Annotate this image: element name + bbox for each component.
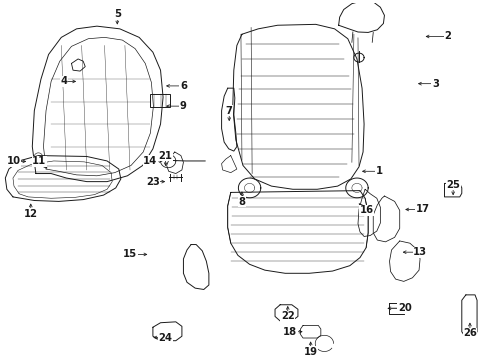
Text: 5: 5 xyxy=(114,9,121,19)
Text: 9: 9 xyxy=(180,101,186,111)
Text: 7: 7 xyxy=(225,105,232,116)
Text: 15: 15 xyxy=(122,249,137,260)
Text: 25: 25 xyxy=(445,180,459,190)
Text: 22: 22 xyxy=(280,311,294,321)
Text: 23: 23 xyxy=(146,177,160,186)
Text: 8: 8 xyxy=(238,197,245,207)
Text: 3: 3 xyxy=(431,79,438,89)
Text: 13: 13 xyxy=(412,247,426,257)
Text: 14: 14 xyxy=(143,156,157,166)
Text: 11: 11 xyxy=(32,156,46,166)
Text: 6: 6 xyxy=(180,81,186,91)
Text: 1: 1 xyxy=(375,166,382,176)
Text: 16: 16 xyxy=(359,206,373,215)
Text: 4: 4 xyxy=(60,76,67,86)
Text: 17: 17 xyxy=(415,204,429,215)
Text: 12: 12 xyxy=(24,209,38,219)
Text: 20: 20 xyxy=(397,303,411,313)
Text: 18: 18 xyxy=(283,327,297,337)
Text: 2: 2 xyxy=(444,31,450,41)
Text: 19: 19 xyxy=(303,347,317,357)
Text: 21: 21 xyxy=(158,150,172,161)
Text: 10: 10 xyxy=(7,156,21,166)
Text: 26: 26 xyxy=(462,328,476,338)
Text: 24: 24 xyxy=(158,333,172,343)
